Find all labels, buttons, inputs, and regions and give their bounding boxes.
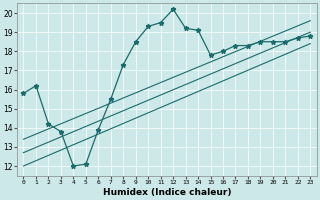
X-axis label: Humidex (Indice chaleur): Humidex (Indice chaleur) — [103, 188, 231, 197]
